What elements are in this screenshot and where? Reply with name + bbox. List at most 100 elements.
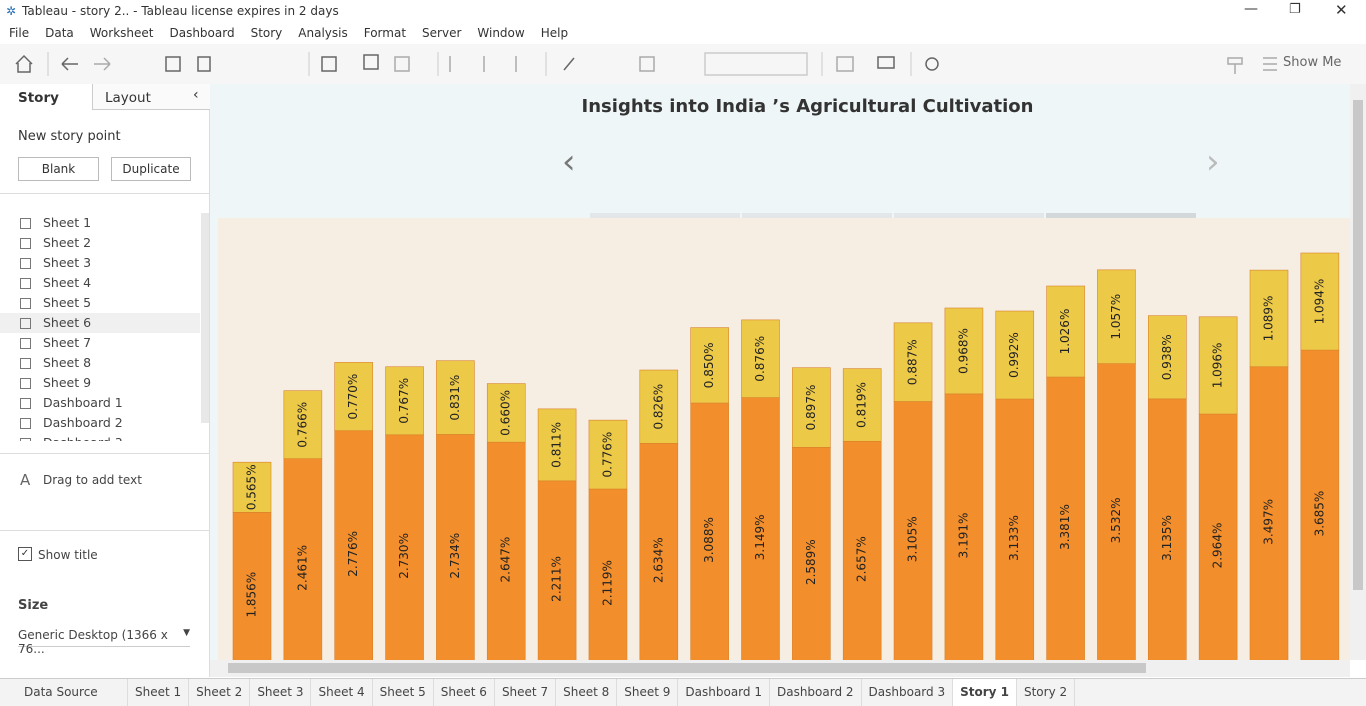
sheet-tab[interactable]: Dashboard 2 <box>770 679 862 706</box>
sheet-tab[interactable]: Sheet 7 <box>495 679 557 706</box>
bar-segment <box>1147 315 1187 400</box>
sheet-item[interactable]: Sheet 3 <box>0 253 200 273</box>
sheet-icon <box>20 238 31 249</box>
new-datasource-icon[interactable] <box>197 56 211 72</box>
app-icon: ✲ <box>6 4 17 18</box>
show-me[interactable]: Show Me <box>1283 55 1342 70</box>
sheet-item[interactable]: Sheet 1 <box>0 213 200 233</box>
sheet-tab[interactable]: Sheet 3 <box>250 679 312 706</box>
value-label: 1.026% <box>1058 309 1072 355</box>
presentation-icon[interactable] <box>877 56 895 69</box>
menu-item[interactable]: Window <box>477 26 525 40</box>
value-label: 0.565% <box>245 464 259 510</box>
sheet-icon <box>20 298 31 309</box>
tab-label: Story <box>18 90 59 106</box>
sheet-tab[interactable]: Sheet 5 <box>373 679 434 706</box>
sheet-tab[interactable]: Data Source <box>0 679 128 706</box>
value-label: 3.497% <box>1262 499 1276 545</box>
sheet-item[interactable]: Sheet 6 <box>0 313 200 333</box>
sheet-item[interactable]: Sheet 5 <box>0 293 200 313</box>
share-icon[interactable] <box>925 57 939 71</box>
value-label: 2.461% <box>295 545 309 591</box>
cards-icon[interactable] <box>836 56 854 72</box>
sheet-item[interactable]: Sheet 9 <box>0 373 200 393</box>
sheet-tab[interactable]: Sheet 9 <box>617 679 679 706</box>
h-scrollbar[interactable] <box>210 660 1350 677</box>
drag-text[interactable]: Drag to add text <box>43 473 142 487</box>
bar-segment <box>1300 252 1340 351</box>
value-label: 0.897% <box>804 385 818 431</box>
value-label: 3.133% <box>1007 515 1021 561</box>
sheet-tab[interactable]: Story 1 <box>953 679 1017 706</box>
next-arrow[interactable]: › <box>1206 142 1220 182</box>
sheet-item[interactable]: Dashboard 1 <box>0 393 200 413</box>
size-heading: Size <box>18 598 49 613</box>
menu-item[interactable]: Analysis <box>298 26 348 40</box>
close[interactable]: ✕ <box>1335 1 1348 19</box>
sheet-icon <box>20 378 31 389</box>
bar-segment <box>1147 398 1187 660</box>
highlight-icon[interactable] <box>563 57 575 71</box>
redo-icon[interactable] <box>94 57 111 71</box>
menu-item[interactable]: Help <box>540 26 569 40</box>
blank-button[interactable]: Blank <box>18 157 99 181</box>
bar-segment <box>639 369 679 444</box>
menu-item[interactable]: Data <box>45 26 74 40</box>
sheet-tab[interactable]: Story 2 <box>1017 679 1076 706</box>
sheet-tab[interactable]: Sheet 6 <box>434 679 495 706</box>
duplicate-button[interactable]: Duplicate <box>111 157 191 181</box>
sheet-item[interactable]: Sheet 4 <box>0 273 200 293</box>
bar-segment <box>1198 413 1238 660</box>
label-icon[interactable] <box>639 56 655 72</box>
fit-dropdown[interactable] <box>704 52 808 76</box>
layout-tab[interactable]: Layout ‹ <box>92 84 210 110</box>
sheet-tab[interactable]: Dashboard 1 <box>678 679 770 706</box>
menu-item[interactable]: Format <box>363 26 407 40</box>
sheet-item[interactable]: Sheet 8 <box>0 353 200 373</box>
menu-item[interactable]: Dashboard <box>169 26 235 40</box>
sheet-icon <box>20 358 31 369</box>
v-scrollbar[interactable] <box>1350 84 1366 660</box>
menu-item[interactable]: Worksheet <box>89 26 154 40</box>
sort-icons[interactable] <box>449 56 517 72</box>
bar-segment <box>792 367 831 448</box>
sheet-tab[interactable]: Dashboard 3 <box>862 679 954 706</box>
save-icon[interactable] <box>165 56 181 72</box>
sheet-item[interactable]: Dashboard 3 <box>0 433 200 441</box>
show-me-icon[interactable] <box>1263 57 1277 71</box>
bar-segment <box>1097 269 1136 364</box>
sheet-tab[interactable]: Sheet 1 <box>128 679 190 706</box>
sheet-tab[interactable]: Sheet 8 <box>556 679 618 706</box>
bar-segment <box>944 307 984 395</box>
story-tab[interactable]: Story <box>0 84 92 111</box>
home-icon[interactable] <box>15 54 33 73</box>
menu-item[interactable]: Story <box>250 26 283 40</box>
value-label: 0.876% <box>753 336 767 382</box>
prev-arrow[interactable]: ‹ <box>562 142 576 182</box>
bar-segment <box>893 401 933 660</box>
value-label: 0.850% <box>702 342 716 388</box>
collapse[interactable]: ‹ <box>193 87 199 103</box>
value-label: 3.135% <box>1160 515 1174 561</box>
sheet-item[interactable]: Sheet 7 <box>0 333 200 353</box>
bar-segment <box>1300 349 1340 660</box>
size-dropdown[interactable]: Generic Desktop (1366 x 76... ▼ <box>18 628 190 656</box>
checkbox[interactable]: ✓ <box>18 547 32 561</box>
sheet-tab[interactable]: Sheet 2 <box>189 679 251 706</box>
bar-segment <box>436 360 475 435</box>
new-sheet-icon[interactable] <box>321 56 337 72</box>
duplicate-icon[interactable] <box>363 54 379 70</box>
paint-icon[interactable] <box>1227 57 1243 74</box>
sheet-tab[interactable]: Sheet 4 <box>311 679 373 706</box>
menu-item[interactable]: File <box>9 26 30 40</box>
undo-icon[interactable] <box>61 57 78 71</box>
bar-segment <box>1249 366 1289 660</box>
restore[interactable]: ❐ <box>1289 2 1301 17</box>
sheet-item[interactable]: Dashboard 2 <box>0 413 200 433</box>
minimize[interactable]: — <box>1244 1 1258 17</box>
bar-segment <box>283 458 323 660</box>
sheet-item[interactable]: Sheet 2 <box>0 233 200 253</box>
sheet-icon <box>20 258 31 269</box>
clear-icon[interactable] <box>394 56 410 72</box>
menu-item[interactable]: Server <box>422 26 462 40</box>
